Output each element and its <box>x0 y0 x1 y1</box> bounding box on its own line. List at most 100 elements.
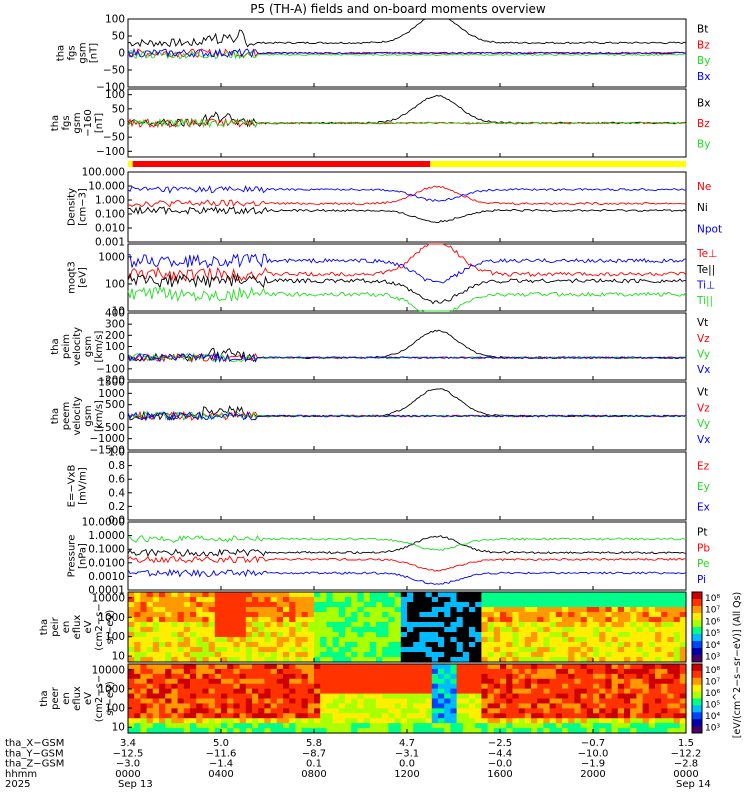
heatmap-cell <box>190 602 197 608</box>
heatmap-cell <box>245 664 253 670</box>
heatmap-cell <box>134 713 141 719</box>
legend-entry: Bx <box>697 98 710 110</box>
heatmap-cell <box>661 703 668 709</box>
heatmap-cell <box>413 683 420 690</box>
x-tick-value: 0.0 <box>399 759 415 770</box>
heatmap-cell <box>202 607 210 613</box>
heatmap-cell <box>524 688 532 695</box>
heatmap-cell <box>500 664 507 670</box>
heatmap-cell <box>295 627 303 633</box>
heatmap-cell <box>493 632 501 638</box>
heatmap-cell <box>394 622 402 628</box>
heatmap-cell <box>134 637 141 643</box>
heatmap-cell <box>642 637 650 643</box>
heatmap-cell <box>425 657 433 663</box>
heatmap-cell <box>469 683 476 690</box>
heatmap-cell <box>679 652 687 658</box>
heatmap-cell <box>264 612 272 618</box>
y-axis-label: [nT] <box>89 43 100 63</box>
heatmap-cell <box>407 597 414 603</box>
heatmap-cell <box>413 612 420 618</box>
heatmap-cell <box>531 683 538 690</box>
heatmap-cell <box>338 688 346 695</box>
heatmap-cell <box>493 683 501 690</box>
heatmap-cell <box>190 647 197 653</box>
heatmap-cell <box>369 652 377 658</box>
heatmap-cell <box>314 728 321 734</box>
heatmap-cell <box>320 703 327 709</box>
heatmap-cell <box>202 622 210 628</box>
heatmap-cell <box>537 612 544 618</box>
heatmap-cell <box>456 617 464 623</box>
heatmap-cell <box>679 698 687 705</box>
heatmap-cell <box>462 728 470 734</box>
heatmap-cell <box>425 718 433 724</box>
heatmap-cell <box>413 627 420 633</box>
heatmap-cell <box>661 713 668 719</box>
heatmap-cell <box>438 632 445 638</box>
heatmap-cell <box>469 728 476 734</box>
heatmap-cell <box>407 678 414 685</box>
heatmap-cell <box>283 693 290 700</box>
heatmap-cell <box>524 637 532 643</box>
heatmap-cell <box>475 688 482 695</box>
heatmap-cell <box>208 683 216 690</box>
heatmap-cell <box>481 683 489 690</box>
heatmap-cell <box>258 713 265 719</box>
heatmap-cell <box>382 688 389 695</box>
heatmap-cell <box>580 698 588 705</box>
heatmap-cell <box>165 708 172 714</box>
heatmap-cell <box>562 678 569 685</box>
heatmap-cell <box>673 664 681 670</box>
y-tick-label: −200 <box>96 375 125 387</box>
legend-entry: Npot <box>697 223 722 235</box>
heatmap-cell <box>134 642 141 648</box>
heatmap-cell <box>413 592 420 598</box>
heatmap-cell <box>524 602 532 608</box>
heatmap-cell <box>648 713 656 719</box>
heatmap-cell <box>462 617 470 623</box>
heatmap-cell <box>506 642 513 648</box>
heatmap-cell <box>301 592 309 598</box>
heatmap-cell <box>462 632 470 638</box>
heatmap-cell <box>549 637 557 643</box>
heatmap-cell <box>289 678 296 685</box>
x-row-label: tha_X−GSM <box>5 738 64 749</box>
heatmap-cell <box>574 657 582 663</box>
heatmap-cell <box>586 713 594 719</box>
heatmap-cell <box>351 637 358 643</box>
heatmap-cell <box>593 657 600 663</box>
heatmap-cell <box>301 632 309 638</box>
heatmap-cell <box>444 637 451 643</box>
x-tick-value: −4.4 <box>488 748 512 759</box>
heatmap-cell <box>332 617 340 623</box>
heatmap-cell <box>190 592 197 598</box>
heatmap-cell <box>314 673 321 680</box>
heatmap-cell <box>264 617 272 623</box>
heatmap-cell <box>159 723 166 729</box>
heatmap-cell <box>307 602 315 608</box>
y-tick-label: 1.0000 <box>88 530 125 542</box>
heatmap-cell <box>258 728 265 734</box>
heatmap-cell <box>543 673 551 680</box>
heatmap-cell <box>245 713 253 719</box>
heatmap-cell <box>500 647 507 653</box>
heatmap-cell <box>531 664 538 670</box>
heatmap-cell <box>326 637 334 643</box>
colorbar-tick-label: 10⁷ <box>705 678 720 688</box>
heatmap-cell <box>276 693 284 700</box>
heatmap-cell <box>617 592 625 598</box>
heatmap-cell <box>289 607 296 613</box>
heatmap-cell <box>276 698 284 705</box>
heatmap-cell <box>444 698 451 705</box>
heatmap-cell <box>171 652 179 658</box>
heatmap-cell <box>413 602 420 608</box>
heatmap-cell <box>307 678 315 685</box>
heatmap-cell <box>326 607 334 613</box>
heatmap-cell <box>537 647 544 653</box>
heatmap-cell <box>140 622 148 628</box>
heatmap-cell <box>524 698 532 705</box>
heatmap-cell <box>214 708 222 714</box>
heatmap-cell <box>673 683 681 690</box>
colorbar-tick-label: 10⁷ <box>705 606 720 616</box>
